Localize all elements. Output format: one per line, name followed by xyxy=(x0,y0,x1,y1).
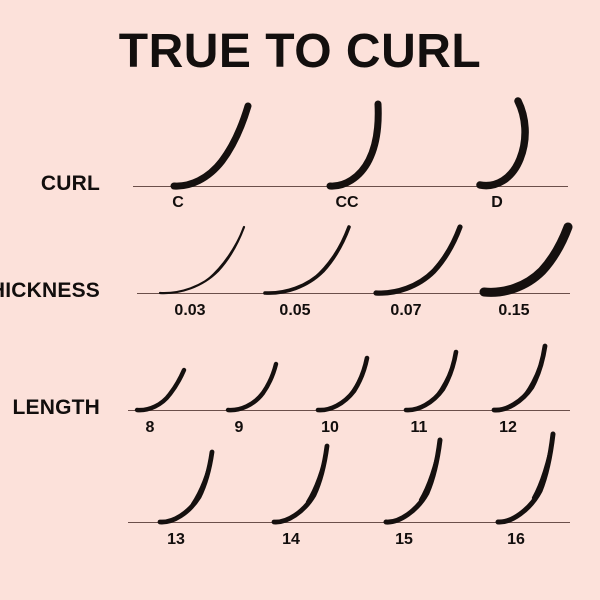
lash-curve-d xyxy=(476,97,546,190)
lash-curve-length-10 xyxy=(315,355,376,413)
lash-curve-thickness-007 xyxy=(373,224,468,296)
row-label-curl: CURL xyxy=(40,172,100,195)
curl-tick-c: C xyxy=(172,194,184,211)
lash-curve-cc xyxy=(326,100,400,190)
curl-tick-d: D xyxy=(491,194,503,211)
lash-curve-thickness-003 xyxy=(158,225,252,295)
length-tick-12: 12 xyxy=(499,419,517,436)
length-tick-10: 10 xyxy=(321,419,339,436)
thickness-tick-015: 0.15 xyxy=(498,302,530,319)
thickness-tick-003: 0.03 xyxy=(174,302,206,319)
length-tick-16: 16 xyxy=(507,531,525,548)
lash-curve-thickness-015 xyxy=(479,222,576,297)
length-tick-15: 15 xyxy=(395,531,413,548)
length-tick-13: 13 xyxy=(167,531,185,548)
length-tick-14: 14 xyxy=(282,531,300,548)
lash-curve-length-13 xyxy=(157,449,222,525)
lash-curve-length-9 xyxy=(225,361,286,413)
length-tick-8: 8 xyxy=(145,419,155,436)
length-baseline-two xyxy=(128,522,570,523)
lash-curve-length-16 xyxy=(495,431,562,525)
length-tick-9: 9 xyxy=(234,419,244,436)
lash-curve-length-14 xyxy=(271,443,336,525)
lash-curve-length-12 xyxy=(491,343,554,413)
lash-curve-c xyxy=(170,102,264,190)
lash-curve-length-15 xyxy=(383,437,450,525)
lash-curve-thickness-005 xyxy=(263,225,357,295)
thickness-tick-005: 0.05 xyxy=(279,302,311,319)
lash-curve-length-8 xyxy=(134,367,193,413)
length-tick-11: 11 xyxy=(410,419,428,436)
page-title: TRUE TO CURL xyxy=(118,25,482,78)
curl-tick-cc: CC xyxy=(335,194,359,211)
thickness-tick-007: 0.07 xyxy=(390,302,422,319)
curl-baseline xyxy=(133,186,568,187)
thickness-baseline xyxy=(137,293,570,294)
length-baseline xyxy=(128,410,570,411)
row-label-thickness: THICKNESS xyxy=(0,279,100,302)
row-label-length: LENGTH xyxy=(12,396,100,419)
lash-curve-length-11 xyxy=(403,349,464,413)
